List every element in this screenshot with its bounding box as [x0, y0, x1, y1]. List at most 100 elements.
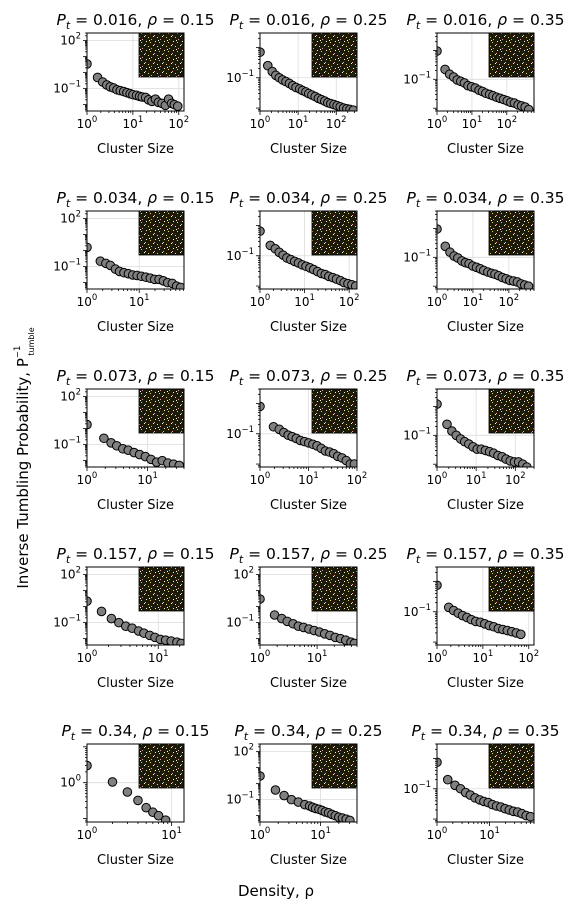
y-tick-base: 10 [233, 745, 248, 759]
x-tick-exponent: 0 [92, 826, 97, 836]
panel-xlabel: Cluster Size [270, 320, 347, 335]
inset-snapshot [311, 210, 358, 256]
x-tick-exponent: 0 [92, 115, 97, 125]
y-tick-exponent: −1 [68, 614, 81, 624]
y-tick-base: 10 [403, 428, 418, 442]
title-pt-value: 0.034 [93, 189, 137, 207]
x-tick-label: 100 [250, 649, 271, 665]
x-tick-exponent: 1 [177, 826, 182, 836]
axes-frame [436, 388, 535, 468]
data-point [153, 810, 164, 821]
x-tick-label: 101 [161, 826, 182, 842]
y-tick-exponent: −1 [68, 258, 81, 268]
x-tick-exponent: 2 [362, 471, 367, 481]
x-tick-base: 10 [310, 828, 325, 842]
data-point [515, 629, 526, 640]
x-tick-label: 102 [499, 293, 520, 309]
title-pt-value: 0.016 [93, 11, 137, 29]
x-tick-label: 100 [250, 471, 271, 487]
title-equals: = [420, 11, 443, 29]
title-pt-value: 0.073 [93, 367, 137, 385]
panel-title: Pt = 0.034, ρ = 0.15 [57, 189, 215, 210]
x-tick-label: 102 [505, 471, 526, 487]
data-point [133, 795, 143, 806]
x-tick-label: 101 [310, 826, 331, 842]
y-tick-exponent: −1 [68, 436, 81, 446]
title-rho-value: 0.25 [353, 189, 388, 207]
panel-xlabel: Cluster Size [447, 320, 524, 335]
title-rho-value: 0.15 [180, 367, 215, 385]
panel-title: Pt = 0.034, ρ = 0.35 [407, 189, 565, 210]
title-separator: , [487, 367, 497, 385]
x-tick-base: 10 [427, 828, 442, 842]
x-tick-label: 100 [77, 826, 98, 842]
x-tick-exponent: 1 [138, 115, 143, 125]
x-tick-label: 102 [518, 649, 539, 665]
y-tick-base: 10 [233, 568, 248, 582]
y-tick-base: 10 [53, 438, 68, 452]
x-tick-label: 101 [123, 115, 144, 131]
title-equals: = [330, 189, 353, 207]
x-tick-base: 10 [137, 473, 152, 487]
x-tick-exponent: 1 [152, 471, 157, 481]
title-separator: , [487, 189, 497, 207]
x-tick-exponent: 1 [325, 826, 330, 836]
title-equals: = [157, 367, 180, 385]
inset-snapshot [311, 388, 358, 434]
title-symbol: P [230, 545, 240, 563]
scatter-series [87, 419, 184, 467]
data-point [160, 815, 171, 822]
title-rho-value: 0.35 [530, 11, 565, 29]
x-tick-base: 10 [427, 651, 442, 665]
title-rho-value: 0.35 [525, 722, 560, 740]
x-tick-exponent: 0 [92, 649, 97, 659]
title-equals: = [157, 189, 180, 207]
y-tick-exponent: −1 [418, 70, 431, 80]
x-tick-exponent: 1 [313, 471, 318, 481]
x-tick-label: 100 [250, 293, 271, 309]
data-point [522, 462, 532, 467]
x-tick-label: 101 [473, 649, 494, 665]
x-tick-base: 10 [479, 828, 494, 842]
title-subscript: t [416, 553, 421, 566]
title-symbol: P [407, 367, 417, 385]
axes-frame [436, 743, 535, 823]
data-point [442, 774, 453, 785]
y-tick-label: 102 [233, 743, 254, 759]
figure-ylabel-sup: −1 [13, 346, 23, 359]
title-symbol: P [234, 722, 244, 740]
y-tick-base: 10 [60, 568, 75, 582]
figure-ylabel-main: Inverse Tumbling Probability, P [14, 358, 32, 589]
x-tick-label: 101 [294, 293, 315, 309]
axes-frame [436, 32, 535, 112]
panel-title: Pt = 0.016, ρ = 0.35 [407, 11, 565, 32]
title-equals: = [243, 189, 266, 207]
y-tick-base: 10 [53, 260, 68, 274]
title-equals: = [75, 722, 98, 740]
data-point [106, 613, 117, 624]
data-point [87, 242, 92, 253]
title-symbol: P [407, 545, 417, 563]
title-subscript: t [416, 19, 421, 32]
x-tick-exponent: 2 [534, 649, 539, 659]
x-tick-exponent: 1 [163, 649, 168, 659]
x-tick-base: 10 [339, 295, 354, 309]
title-rho-symbol: ρ [320, 367, 330, 385]
scatter-series [87, 242, 184, 289]
x-tick-label: 100 [427, 649, 448, 665]
y-tick-base: 10 [60, 776, 75, 790]
x-tick-base: 10 [77, 473, 92, 487]
scatter-series [437, 757, 534, 822]
title-equals: = [157, 545, 180, 563]
axes-frame [86, 210, 185, 290]
title-rho-value: 0.25 [353, 367, 388, 385]
x-tick-exponent: 1 [322, 649, 327, 659]
y-tick-label: 10−1 [403, 426, 431, 442]
title-equals: = [70, 367, 93, 385]
title-symbol: P [407, 189, 417, 207]
x-tick-label: 101 [288, 115, 309, 131]
figure-ylabel-sub: tumble [27, 327, 36, 355]
title-equals: = [420, 189, 443, 207]
